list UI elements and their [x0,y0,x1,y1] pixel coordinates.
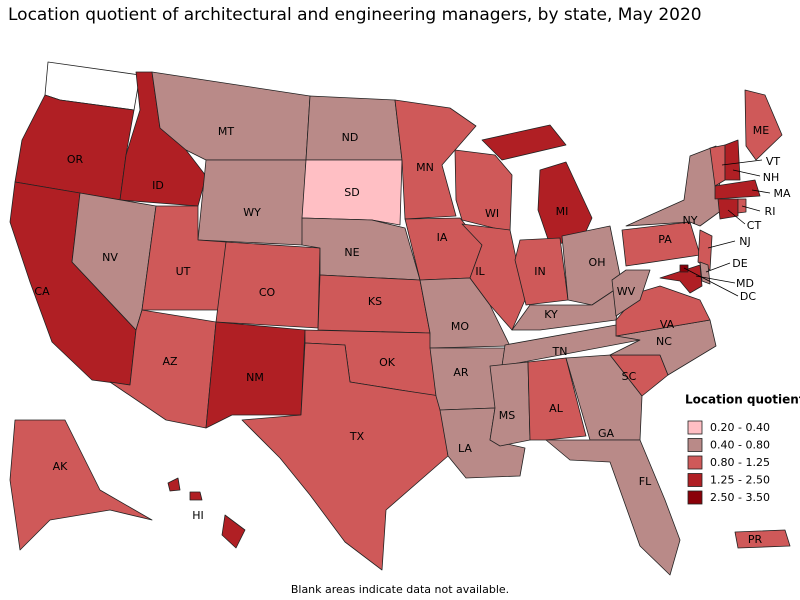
state-label: VT [766,155,781,168]
state-shape [301,159,403,226]
state-label: MI [556,205,569,218]
state-label: LA [458,442,472,455]
state-shape [679,264,689,273]
state-label: FL [639,475,652,488]
state-label: CA [34,285,50,298]
state-label: GA [598,427,615,440]
state-label: MO [451,320,469,333]
state-label: AZ [162,355,178,368]
state-shape [734,529,791,549]
legend-swatch [687,473,703,487]
state-label: RI [765,205,776,218]
states [9,61,791,576]
state-label: VA [660,318,675,331]
state-label: NC [656,335,672,348]
state-label: IN [534,265,545,278]
state-label: NY [683,214,698,227]
footnote: Blank areas indicate data not available. [291,583,509,596]
legend-swatch [687,420,703,435]
state-label: MT [218,125,234,138]
legend-swatch [687,490,703,505]
state-label: WY [243,206,261,219]
legend-label: 0.80 - 1.25 [710,456,770,469]
state-label: IA [437,231,448,244]
legend-label: 0.40 - 0.80 [710,439,770,452]
state-shape [221,514,246,549]
state-label: WV [617,285,636,298]
state-label: TN [552,345,568,358]
state-shape [744,89,783,161]
state-label: KY [544,308,558,321]
state-label: NJ [739,235,750,248]
state-shape [461,223,526,331]
state-label: NM [246,371,264,384]
state-label: MS [499,409,515,422]
state-shape [714,179,761,200]
state-shape [9,419,153,551]
state-label: OK [379,356,396,369]
state-shape [611,269,651,317]
legend-label: 2.50 - 3.50 [710,491,770,504]
state-label: SD [344,186,359,199]
map-title: Location quotient of architectural and e… [8,5,702,25]
state-shape [394,99,477,220]
state-shape [305,95,403,161]
state-shape [625,145,723,227]
state-label: DC [740,290,756,303]
state-shape [565,354,643,441]
state-shape [14,94,135,201]
callout-lines [683,159,771,297]
state-label: UT [176,265,191,278]
state-label: NH [763,171,780,184]
state-label: KS [368,295,382,308]
state-shape [697,229,713,271]
state-shape [514,237,569,306]
legend-label: 1.25 - 2.50 [710,474,770,487]
state-label: MA [773,187,790,200]
state-shape [724,139,741,181]
state-label: ND [342,131,359,144]
state-shape [167,477,181,492]
legend-swatch [687,438,703,452]
state-label: ID [152,179,164,192]
state-label: CT [747,219,762,232]
state-shape [699,261,711,285]
state-shape [545,439,681,576]
state-label: SC [622,370,637,383]
state-label: TX [349,430,365,443]
state-shape [241,342,449,571]
state-label: IL [475,265,485,278]
state-shape [527,357,587,441]
state-label: MN [416,161,434,174]
state-label: DE [732,257,747,270]
state-label: AL [549,402,564,415]
state-label: NV [102,251,118,264]
state-labels: OR CA ID NV MT WY UT CO AZ NM ND SD NE KS OK TX MN IA MO AR… [34,124,791,546]
state-label: PA [658,233,672,246]
state-label: MD [736,277,754,290]
state-shape [609,319,717,376]
state-label: AK [53,460,69,473]
state-label: HI [192,509,204,522]
legend-label: 0.20 - 0.40 [710,421,770,434]
state-label: WI [485,207,499,220]
state-shape [454,149,513,233]
state-label: OH [589,256,606,269]
state-shape [215,241,321,329]
state-shape [197,159,307,246]
state-shape [481,124,567,161]
state-label: PR [748,533,763,546]
state-shape [189,491,203,501]
state-shape [301,217,421,281]
state-label: ME [753,124,769,137]
state-label: NE [344,246,359,259]
state-label: AR [453,366,469,379]
state-label: OR [67,153,84,166]
legend-swatch [687,455,703,470]
state-label: CO [259,286,276,299]
state-shape [489,361,531,447]
legend-title: Location quotient [685,393,800,407]
state-shape [205,321,306,429]
